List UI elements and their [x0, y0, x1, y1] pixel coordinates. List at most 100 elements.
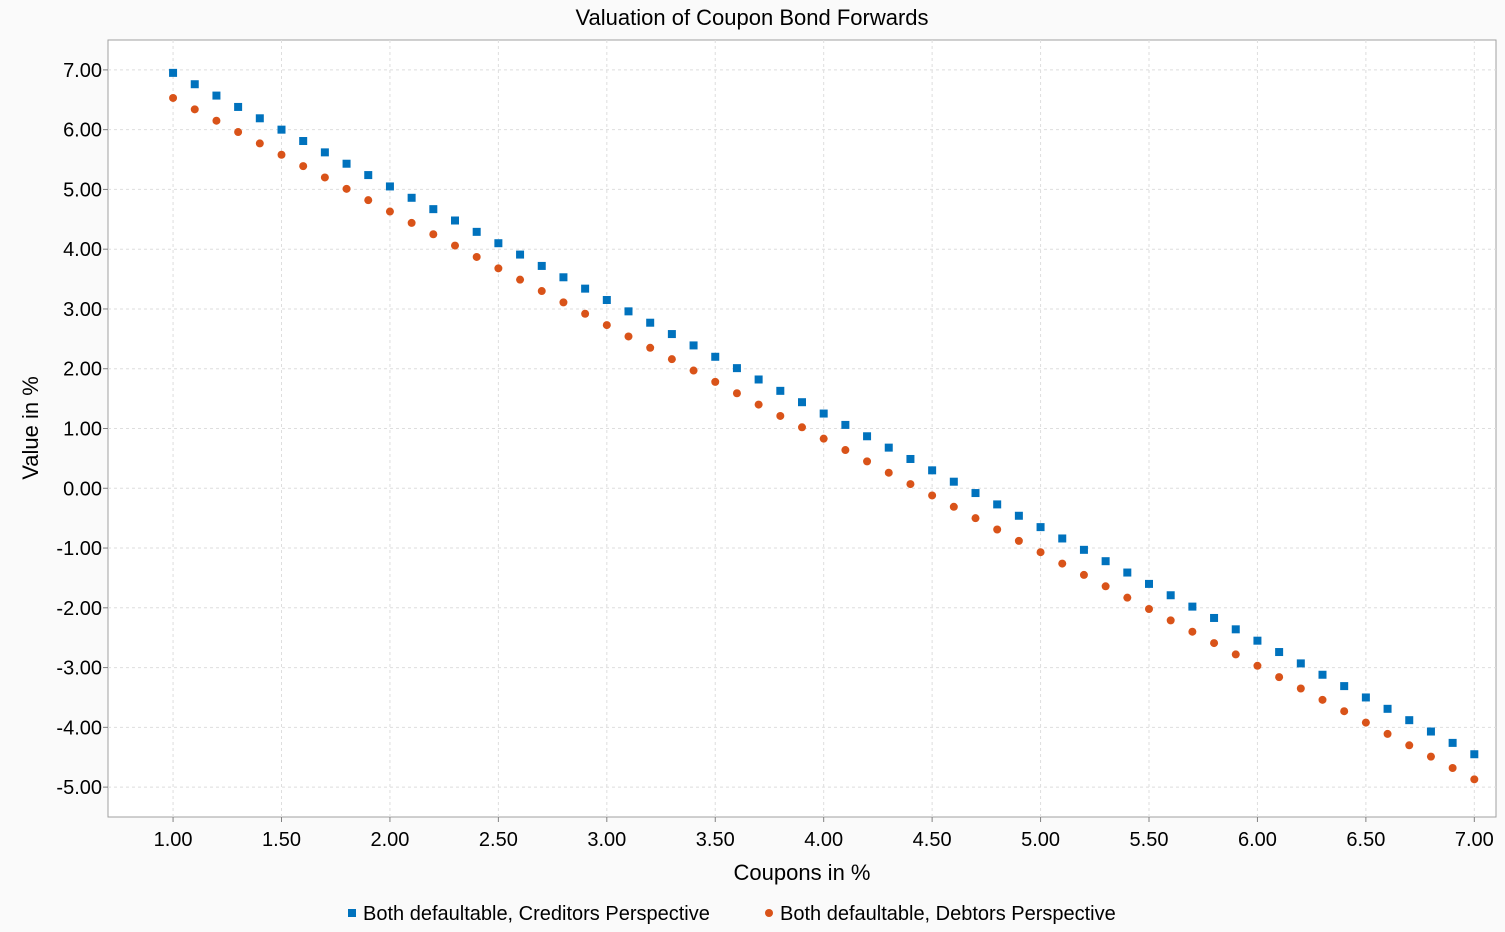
data-point-debtors — [949, 502, 958, 511]
data-point-creditors — [602, 295, 611, 304]
data-point-creditors — [429, 205, 438, 214]
data-point-debtors — [1448, 763, 1457, 772]
data-point-creditors — [320, 148, 329, 157]
data-point-creditors — [407, 193, 416, 202]
data-point-debtors — [602, 321, 611, 330]
data-point-creditors — [299, 137, 308, 146]
data-point-creditors — [1253, 636, 1262, 645]
data-point-creditors — [884, 443, 893, 452]
data-point-creditors — [754, 375, 763, 384]
data-point-creditors — [819, 409, 828, 418]
data-point-creditors — [906, 454, 915, 463]
data-point-debtors — [277, 150, 286, 159]
data-point-creditors — [1210, 613, 1219, 622]
data-point-creditors — [212, 91, 221, 100]
data-point-debtors — [559, 298, 568, 307]
data-point-debtors — [928, 491, 937, 500]
data-point-debtors — [516, 275, 525, 284]
data-point-creditors — [624, 307, 633, 316]
data-point-debtors — [841, 446, 850, 455]
data-point-debtors — [1145, 605, 1153, 614]
x-tick-label: 1.00 — [154, 829, 193, 851]
data-point-creditors — [1405, 716, 1414, 725]
data-point-creditors — [451, 216, 459, 225]
data-point-debtors — [1058, 559, 1067, 568]
y-tick-label: -4.00 — [56, 717, 102, 739]
data-point-creditors — [385, 182, 394, 191]
data-point-creditors — [1448, 738, 1457, 747]
data-point-creditors — [516, 250, 525, 259]
x-tick-label: 5.50 — [1130, 829, 1169, 851]
data-point-creditors — [689, 341, 698, 350]
data-point-debtors — [667, 355, 676, 364]
data-point-creditors — [169, 68, 178, 77]
data-point-creditors — [255, 114, 264, 123]
data-point-debtors — [299, 162, 308, 171]
data-point-creditors — [928, 466, 937, 475]
data-point-debtors — [1296, 684, 1305, 693]
data-point-creditors — [1101, 557, 1110, 566]
data-point-creditors — [1426, 727, 1435, 736]
data-point-debtors — [1253, 661, 1262, 670]
data-point-debtors — [212, 116, 221, 125]
data-point-creditors — [646, 318, 655, 327]
x-axis-label: Coupons in % — [734, 860, 871, 885]
data-point-debtors — [1383, 729, 1392, 738]
data-point-creditors — [949, 477, 958, 486]
y-tick-label: -5.00 — [56, 777, 102, 799]
data-point-creditors — [1036, 523, 1045, 532]
data-point-creditors — [1383, 704, 1392, 713]
data-point-debtors — [320, 173, 329, 182]
data-point-creditors — [1123, 568, 1132, 577]
data-point-debtors — [407, 218, 416, 227]
data-point-debtors — [624, 332, 633, 341]
data-point-debtors — [385, 207, 394, 216]
legend-marker-creditors — [348, 909, 356, 917]
data-point-debtors — [494, 264, 503, 273]
data-point-creditors — [971, 489, 980, 498]
data-point-debtors — [1079, 570, 1088, 579]
y-tick-label: 1.00 — [63, 419, 102, 441]
data-point-creditors — [732, 364, 741, 373]
data-point-debtors — [971, 514, 980, 523]
data-point-creditors — [667, 330, 676, 339]
data-point-creditors — [1275, 648, 1284, 657]
data-point-creditors — [863, 432, 872, 441]
data-point-debtors — [1014, 536, 1023, 545]
data-point-debtors — [169, 93, 178, 102]
data-point-debtors — [1166, 616, 1175, 625]
data-point-creditors — [1318, 670, 1327, 679]
legend-marker-debtors — [765, 909, 773, 917]
x-tick-label: 2.00 — [370, 829, 409, 851]
y-tick-label: -3.00 — [56, 658, 102, 680]
y-tick-label: 0.00 — [63, 478, 102, 500]
data-point-debtors — [342, 184, 351, 193]
data-point-debtors — [1188, 627, 1197, 636]
data-point-creditors — [1296, 659, 1305, 668]
legend-label-creditors: Both defaultable, Creditors Perspective — [363, 903, 710, 925]
data-point-creditors — [1058, 534, 1067, 543]
data-point-creditors — [776, 386, 785, 395]
data-point-creditors — [1470, 750, 1479, 759]
data-point-creditors — [581, 284, 590, 293]
data-point-debtors — [646, 343, 655, 352]
x-tick-label: 1.50 — [262, 829, 301, 851]
x-tick-label: 7.00 — [1455, 829, 1494, 851]
data-point-debtors — [190, 105, 199, 114]
data-point-debtors — [1426, 752, 1435, 761]
x-tick-label: 6.00 — [1238, 829, 1277, 851]
x-tick-label: 4.50 — [913, 829, 952, 851]
y-tick-label: -2.00 — [56, 598, 102, 620]
x-tick-label: 5.00 — [1021, 829, 1060, 851]
chart-title: Valuation of Coupon Bond Forwards — [575, 5, 928, 30]
data-point-debtors — [798, 423, 806, 432]
data-point-creditors — [1014, 511, 1023, 520]
y-axis-label: Value in % — [18, 376, 43, 480]
data-point-debtors — [1275, 673, 1284, 682]
x-tick-label: 3.00 — [587, 829, 626, 851]
x-tick-label: 6.50 — [1346, 829, 1385, 851]
y-tick-label: 2.00 — [63, 359, 102, 381]
data-point-creditors — [1166, 591, 1175, 600]
data-point-creditors — [472, 227, 481, 236]
